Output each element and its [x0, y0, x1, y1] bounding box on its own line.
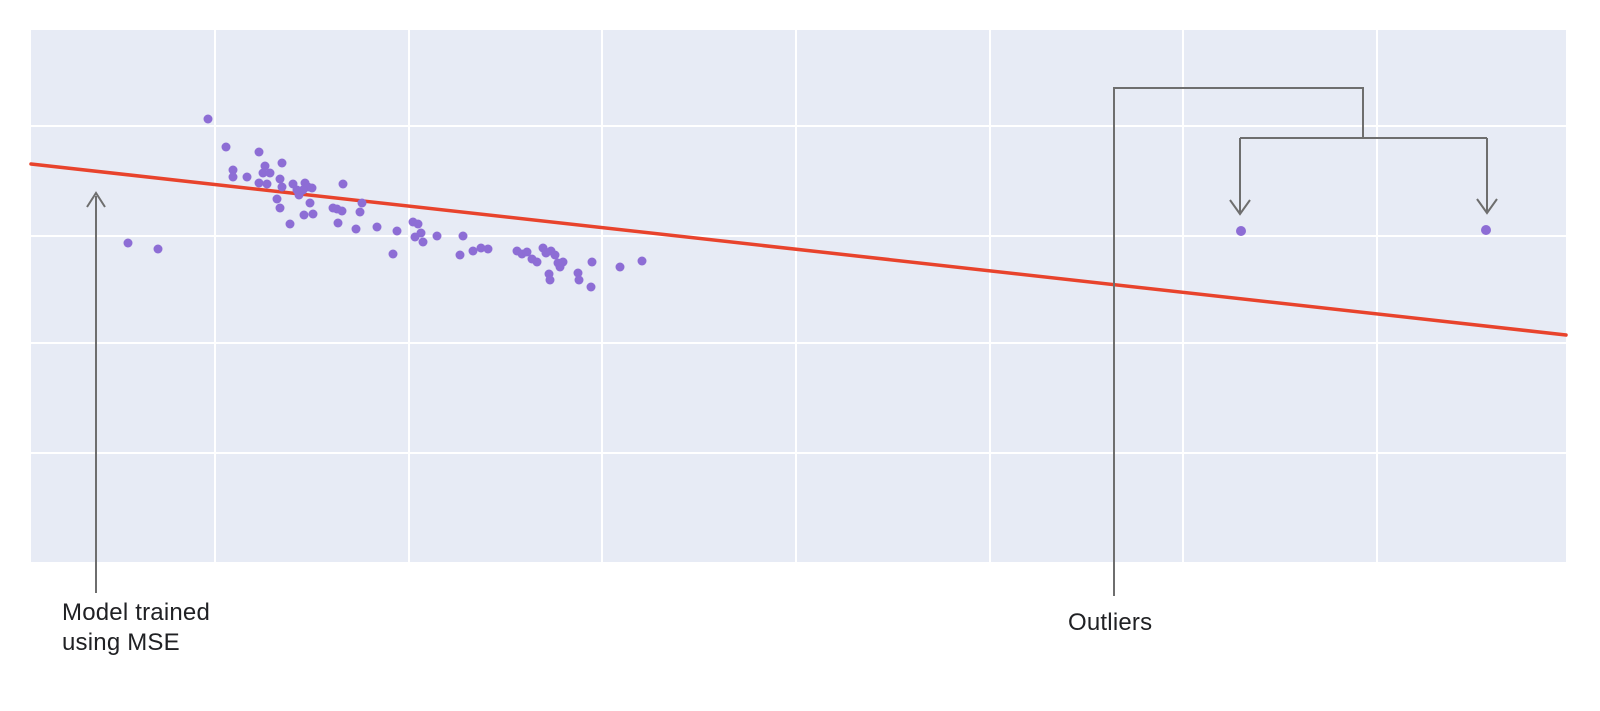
- scatter-point: [483, 244, 493, 254]
- outliers-annotation-label: Outliers: [1068, 609, 1153, 636]
- scatter-point: [432, 231, 442, 241]
- scatter-point: [418, 237, 428, 247]
- outlier-point: [1481, 225, 1491, 235]
- scatter-point: [277, 158, 287, 168]
- mse-annotation-label: Model trained using MSE: [62, 599, 211, 656]
- scatter-point: [275, 174, 285, 184]
- scatter-point: [221, 142, 231, 152]
- scatter-point: [299, 210, 309, 220]
- scatter-point: [275, 203, 285, 213]
- plot-area: [31, 30, 1566, 562]
- scatter-point: [203, 114, 213, 124]
- scatter-point: [337, 206, 347, 216]
- outliers-bracket: [1476, 198, 1498, 215]
- scatter-point: [305, 198, 315, 208]
- scatter-point: [285, 219, 295, 229]
- scatter-point: [338, 179, 348, 189]
- scatter-point: [351, 224, 361, 234]
- scatter-point: [254, 147, 264, 157]
- scatter-point: [307, 183, 317, 193]
- scatter-point: [410, 232, 420, 242]
- scatter-point: [357, 198, 367, 208]
- scatter-point: [355, 207, 365, 217]
- scatter-point: [123, 238, 133, 248]
- scatter-point: [272, 194, 282, 204]
- scatter-point: [458, 231, 468, 241]
- scatter-point: [550, 250, 560, 260]
- scatter-point: [277, 182, 287, 192]
- scatter-point: [153, 244, 163, 254]
- scatter-point: [228, 165, 238, 175]
- scatter-point: [242, 172, 252, 182]
- scatter-point: [615, 262, 625, 272]
- scatter-point: [476, 243, 486, 253]
- scatter-point: [586, 282, 596, 292]
- scatter-point: [392, 226, 402, 236]
- scatter-point: [262, 179, 272, 189]
- scatter-point: [388, 249, 398, 259]
- scatter-point: [294, 190, 304, 200]
- scatter-point: [413, 219, 423, 229]
- scatter-point: [637, 256, 647, 266]
- scatter-point: [573, 268, 583, 278]
- mse-arrow: [86, 191, 106, 208]
- outliers-bracket: [1229, 199, 1251, 216]
- scatter-point: [308, 209, 318, 219]
- outlier-point: [1236, 226, 1246, 236]
- scatter-point: [587, 257, 597, 267]
- scatter-point: [260, 161, 270, 171]
- scatter-point: [258, 168, 268, 178]
- scatter-point: [254, 178, 264, 188]
- scatter-point: [372, 222, 382, 232]
- outliers-bracket: [1113, 87, 1364, 596]
- scatter-point: [522, 247, 532, 257]
- regression-line: [29, 162, 1568, 337]
- scatter-point: [265, 168, 275, 178]
- scatter-point: [468, 246, 478, 256]
- scatter-point: [228, 172, 238, 182]
- scatter-point: [574, 275, 584, 285]
- scatter-point: [532, 257, 542, 267]
- scatter-point: [558, 257, 568, 267]
- scatter-point: [455, 250, 465, 260]
- scatter-point: [333, 218, 343, 228]
- scatter-point: [545, 275, 555, 285]
